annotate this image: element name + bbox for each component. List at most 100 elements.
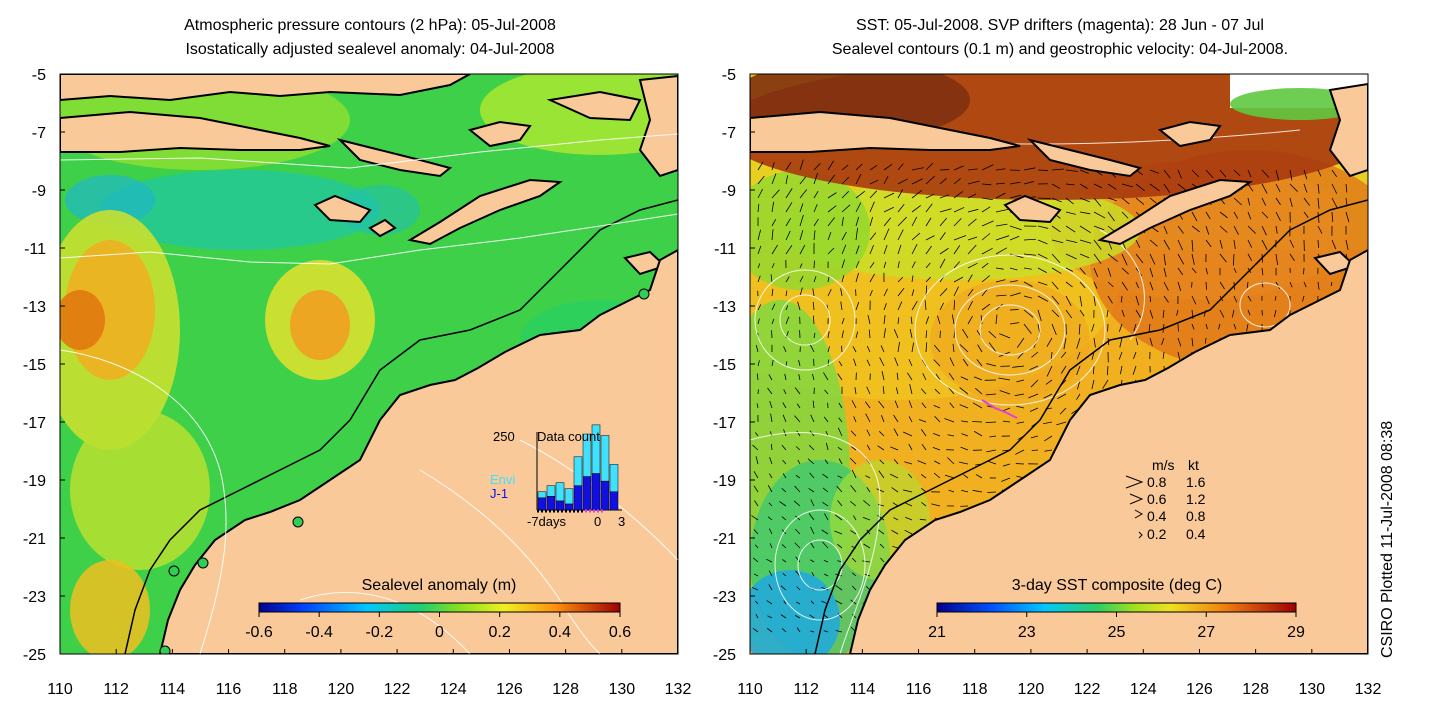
right-lat-tick-label: -7 — [722, 125, 736, 142]
velocity-arrow — [1093, 295, 1096, 306]
velocity-arrow — [798, 359, 801, 367]
velocity-arrow — [785, 305, 789, 311]
velocity-arrow — [835, 630, 843, 633]
velocity-arrow — [989, 435, 997, 438]
velocity-arrow — [1009, 235, 1020, 241]
velocity-arrow — [948, 372, 955, 381]
velocity-arrow — [953, 245, 961, 255]
velocity-arrow — [1163, 225, 1168, 235]
left-lon-tick-label: 122 — [384, 681, 411, 698]
sla-colorbar-label: Sealevel anomaly (m) — [362, 577, 517, 594]
right-lat-tick-label: -17 — [713, 415, 736, 432]
velocity-arrow — [1345, 183, 1348, 193]
velocity-arrow — [905, 516, 913, 521]
velocity-arrow — [785, 188, 793, 199]
velocity-arrow — [813, 276, 817, 283]
velocity-arrow — [933, 344, 941, 353]
station-marker — [197, 557, 209, 569]
velocity-arrow — [1107, 211, 1115, 222]
velocity-arrow — [841, 164, 849, 171]
histogram-bar-envi — [609, 464, 619, 493]
velocity-arrow — [799, 203, 804, 213]
velocity-arrow — [995, 294, 1007, 297]
velocity-arrow — [880, 557, 885, 563]
velocity-arrow — [1149, 239, 1158, 247]
velocity-arrow — [925, 262, 931, 269]
velocity-arrow — [768, 528, 773, 535]
velocity-arrow — [1028, 393, 1039, 399]
velocity-arrow — [1330, 281, 1333, 287]
velocity-arrow — [1093, 267, 1099, 277]
tide-gauge-stations — [159, 288, 650, 654]
velocity-arrow — [1233, 197, 1242, 206]
velocity-arrow — [771, 173, 777, 185]
velocity-arrow — [1232, 253, 1235, 266]
velocity-arrow — [897, 288, 905, 297]
sst-colorbar-tick-label: 23 — [1018, 624, 1036, 641]
velocity-arrow — [1191, 169, 1199, 178]
velocity-arrow — [893, 517, 899, 521]
velocity-arrow — [1275, 281, 1281, 290]
velocity-arrow — [949, 357, 955, 367]
velocity-arrow — [1231, 309, 1235, 318]
velocity-arrow — [1261, 183, 1268, 194]
velocity-arrow — [840, 288, 843, 297]
velocity-arrow — [995, 279, 1006, 283]
velocity-arrow — [1059, 407, 1067, 415]
velocity-legend-kt-3: 0.8 — [1186, 508, 1206, 524]
velocity-arrow — [1093, 281, 1098, 289]
velocity-arrow — [1331, 211, 1334, 222]
velocity-arrow — [812, 301, 815, 311]
velocity-arrow — [1009, 267, 1018, 271]
velocity-arrow — [838, 458, 843, 465]
velocity-arrow — [1121, 211, 1129, 219]
velocity-arrow — [911, 342, 915, 353]
velocity-arrow — [779, 501, 787, 507]
velocity-arrow — [967, 180, 980, 185]
velocity-arrow — [1009, 309, 1019, 311]
velocity-arrow — [919, 518, 927, 521]
velocity-arrow — [995, 168, 1006, 171]
velocity-arrow — [1045, 379, 1053, 385]
velocity-arrow — [1247, 169, 1252, 178]
velocity-arrow — [824, 389, 829, 395]
velocity-arrow — [1065, 309, 1073, 319]
velocity-arrow — [911, 232, 921, 241]
velocity-arrow — [837, 500, 843, 507]
velocity-arrow — [981, 275, 990, 283]
velocity-arrow — [911, 300, 918, 311]
velocity-arrow — [960, 446, 969, 451]
velocity-arrow — [911, 167, 924, 171]
right-lat-tick-label: -15 — [713, 357, 736, 374]
velocity-arrow — [1016, 337, 1025, 348]
velocity-arrow — [1135, 337, 1139, 346]
velocity-arrow — [1079, 295, 1083, 307]
velocity-arrow — [781, 516, 787, 521]
velocity-arrow — [893, 414, 899, 423]
velocity-arrow — [823, 416, 829, 423]
velocity-arrow — [851, 400, 857, 409]
velocity-arrow — [939, 194, 949, 199]
velocity-arrow — [1015, 449, 1025, 455]
velocity-arrow — [751, 515, 759, 521]
velocity-arrow — [1233, 323, 1237, 330]
velocity-arrow — [1317, 239, 1319, 248]
velocity-arrow — [837, 613, 843, 619]
velocity-arrow — [1093, 239, 1102, 250]
velocity-arrow — [855, 173, 862, 185]
velocity-arrow — [809, 614, 815, 619]
velocity-arrow — [825, 442, 829, 451]
velocity-arrow — [908, 400, 913, 409]
velocity-arrow — [1289, 281, 1293, 288]
velocity-arrow — [1076, 351, 1081, 360]
velocity-arrow — [975, 387, 983, 395]
velocity-arrow — [953, 286, 959, 297]
velocity-arrow — [953, 207, 965, 213]
velocity-arrow — [1016, 379, 1025, 383]
velocity-arrow — [1205, 267, 1208, 275]
velocity-arrow — [795, 570, 801, 577]
velocity-arrow — [794, 615, 801, 619]
velocity-arrow — [780, 585, 787, 591]
histogram-bar-envi — [546, 485, 556, 497]
velocity-arrow — [962, 328, 969, 339]
